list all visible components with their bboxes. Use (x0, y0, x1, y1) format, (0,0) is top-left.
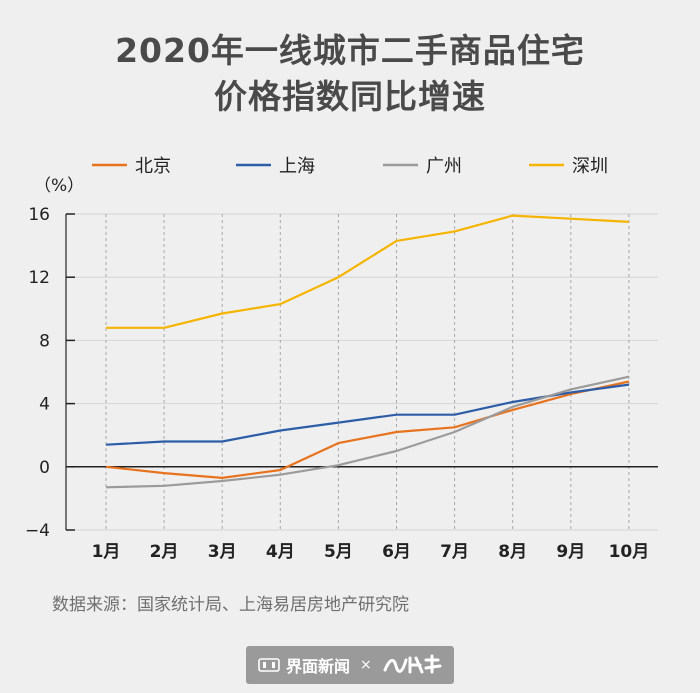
y-tick-label: −4 (25, 521, 50, 541)
legend-label: 广州 (426, 156, 462, 177)
y-tick-label: 12 (28, 268, 50, 288)
line-chart: −4 0 4 8 12 16 （%） 1月 2月 3月 4月 5月 6月 7月 8月 9月 10月 北京 上海 广州 深… (25, 156, 658, 562)
datawise-logo-icon (383, 654, 442, 674)
series-line (105, 383, 630, 446)
x-tick-label: 1月 (92, 542, 121, 562)
x-tick-label: 2月 (150, 542, 179, 562)
footer-badge: 界面新闻 × (246, 646, 454, 684)
x-tick-label: 8月 (498, 542, 527, 562)
x-tick-label: 9月 (556, 542, 585, 562)
y-tick-label: 4 (39, 395, 50, 415)
series-line (105, 375, 630, 489)
x-tick-label: 5月 (324, 542, 353, 562)
series-line (105, 380, 630, 479)
legend-label: 深圳 (572, 156, 608, 177)
series-line (106, 214, 629, 329)
y-tick-label: 8 (39, 331, 50, 351)
x-tick-label: 6月 (382, 542, 411, 562)
chart-title: 2020年一线城市二手商品住宅 价格指数同比增速 (0, 28, 700, 120)
footer-brand: 界面新闻 (286, 657, 351, 676)
legend-item: 上海 (236, 156, 315, 177)
x-tick-label: 4月 (266, 542, 295, 562)
x-tick-label: 3月 (208, 542, 237, 562)
data-source: 数据来源：国家统计局、上海易居房地产研究院 (52, 595, 409, 615)
legend-label: 北京 (135, 156, 171, 177)
legend-item: 深圳 (529, 156, 608, 177)
x-tick-label: 7月 (440, 542, 469, 562)
y-tick-label: 0 (39, 458, 50, 478)
y-axis-label: （%） (34, 176, 84, 196)
x-tick-label: 10月 (609, 542, 650, 562)
title-line-1: 2020年一线城市二手商品住宅 (115, 31, 585, 70)
legend-label: 上海 (279, 156, 315, 177)
footer-separator: × (360, 657, 372, 673)
title-line-2: 价格指数同比增速 (214, 77, 486, 116)
jiemian-logo-icon (258, 658, 280, 672)
legend-item: 北京 (92, 156, 171, 177)
y-tick-label: 16 (28, 205, 50, 225)
legend-item: 广州 (383, 156, 462, 177)
